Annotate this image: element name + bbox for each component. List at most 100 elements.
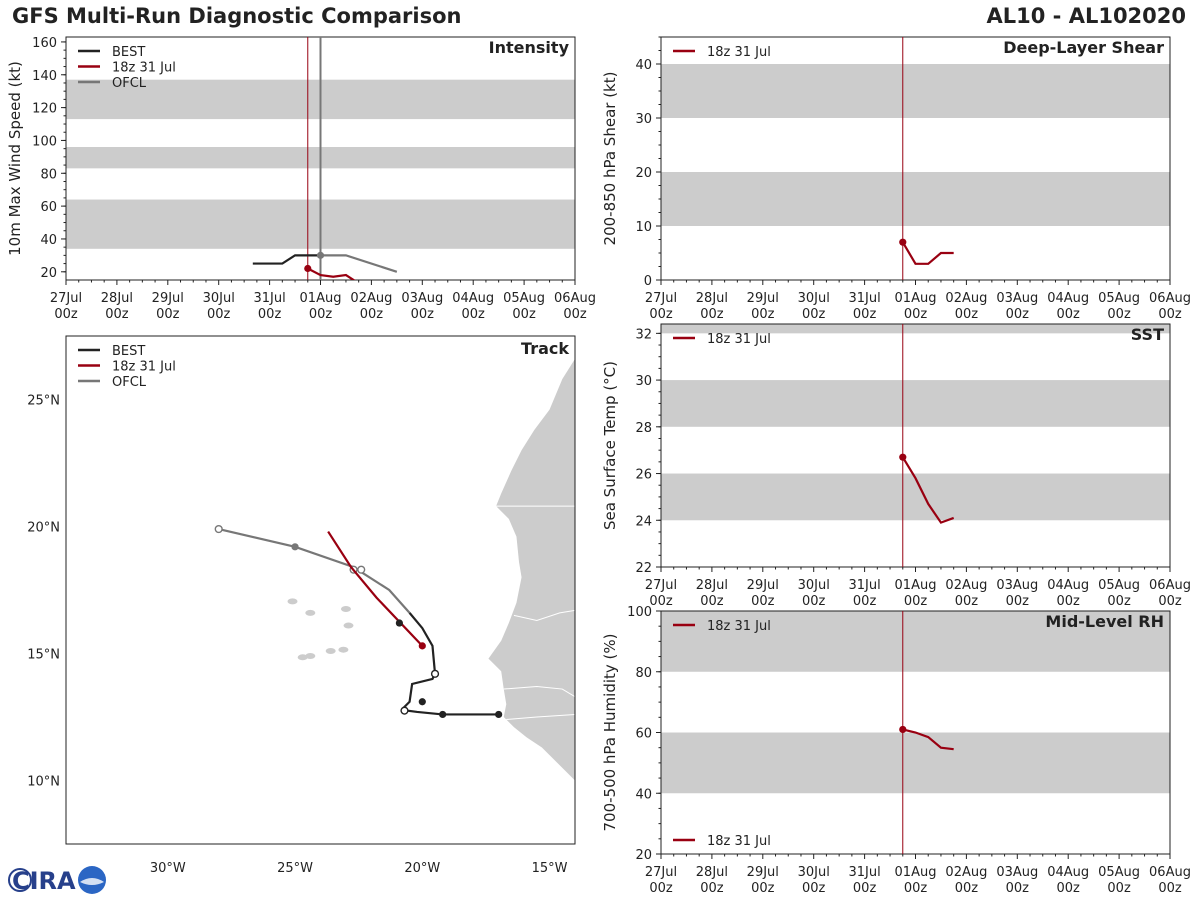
track-marker-filled [418,642,426,650]
rh-xtick-label: 04Aug [1047,865,1089,880]
intensity-xtick-sublabel: 00z [512,307,536,322]
rh-xtick-sublabel: 00z [1057,881,1081,896]
rh-ytick-label: 80 [635,666,652,681]
intensity-xtick-label: 04Aug [452,291,494,306]
shear-ytick-label: 10 [635,220,652,235]
shear-xtick-sublabel: 00z [802,307,826,322]
track-marker-open [400,706,409,715]
intensity-series-ofcl [320,254,398,273]
sst-legend-label: 18z 31 Jul [707,332,771,347]
track-marker-filled [395,619,403,627]
track-marker-filled [439,710,447,719]
track-title: Track [521,339,569,358]
rh-xtick-label: 29Jul [747,865,779,880]
shear-ylabel: 200-850 hPa Shear (kt) [601,72,619,246]
rh-ytick-label: 40 [635,787,652,802]
intensity-legend-label: OFCL [112,76,147,91]
rh-panel: 2040608010027Jul00z28Jul00z29Jul00z30Jul… [601,605,1191,896]
shear-ytick-label: 20 [635,166,652,181]
sst-xtick-sublabel: 00z [802,594,826,609]
track-ytick-label: 10°N [27,775,60,790]
intensity-series-18z-31-jul [307,267,356,280]
shear-panel: 01020304027Jul00z28Jul00z29Jul00z30Jul00… [601,36,1191,322]
track-island [325,647,336,654]
sst-xtick-label: 29Jul [747,578,779,593]
intensity-xtick-sublabel: 00z [105,307,129,322]
rh-series-18z-31-jul [902,728,954,751]
track-series-ofcl [218,527,411,614]
track-ytick-label: 15°N [27,648,60,663]
rh-xtick-label: 03Aug [996,865,1038,880]
rh-point-18z-31-jul [899,725,907,734]
sst-ytick-label: 22 [635,561,652,576]
rh-legend-label-bottom: 18z 31 Jul [707,834,771,849]
track-island [343,622,354,629]
intensity-panel: 2040608010012014016027Jul00z28Jul00z29Ju… [6,36,596,322]
intensity-point-ofcl [316,251,325,259]
track-border [503,686,575,698]
shear-xtick-label: 29Jul [747,291,779,306]
sst-band-1 [661,380,1170,427]
sst-xtick-sublabel: 00z [955,594,979,609]
intensity-ytick-label: 160 [32,36,57,51]
sst-ylabel: Sea Surface Temp (°C) [601,361,619,530]
intensity-xtick-sublabel: 00z [462,307,486,322]
sst-panel: 22242628303227Jul00z28Jul00z29Jul00z30Ju… [601,323,1191,609]
sst-ytick-label: 30 [635,374,652,389]
rh-xtick-sublabel: 00z [853,881,877,896]
intensity-xtick-sublabel: 00z [54,307,78,322]
track-series-best [403,612,499,716]
sst-ytick-label: 28 [635,421,652,436]
intensity-xtick-sublabel: 00z [309,307,333,322]
track-island [340,606,351,613]
track-legend-label: BEST [112,344,145,359]
shear-xtick-sublabel: 00z [700,307,724,322]
shear-xtick-sublabel: 00z [1006,307,1030,322]
sst-point-18z-31-jul [899,453,907,461]
track-marker-filled [291,543,299,551]
shear-series-18z-31-jul [901,241,954,265]
sst-band-0 [661,473,1170,521]
track-marker-open [357,565,366,574]
intensity-point-18z-31-jul [304,264,312,273]
shear-ytick-label: 0 [644,274,652,289]
sst-ytick-label: 32 [635,327,652,342]
sst-xtick-label: 30Jul [798,578,830,593]
intensity-xtick-sublabel: 00z [360,307,384,322]
sst-xtick-sublabel: 00z [1158,594,1182,609]
intensity-ytick-label: 60 [40,200,57,215]
shear-xtick-sublabel: 00z [904,307,928,322]
shear-xtick-label: 30Jul [798,291,830,306]
rh-title: Mid-Level RH [1045,612,1164,631]
shear-band-0 [661,172,1170,226]
track-island [305,609,316,616]
intensity-ytick-label: 140 [32,69,57,84]
logo-wave-icon [80,878,104,885]
logo-text: CIRA [12,867,76,895]
track-island [338,646,349,653]
intensity-ytick-label: 20 [40,266,57,281]
rh-xtick-label: 06Aug [1149,865,1191,880]
sst-xtick-sublabel: 00z [751,594,775,609]
storm-id: AL10 - AL102020 [986,4,1187,28]
rh-band-1 [661,611,1170,672]
rh-xtick-sublabel: 00z [649,881,673,896]
intensity-xtick-label: 29Jul [152,291,184,306]
rh-ylabel: 700-500 hPa Humidity (%) [601,633,619,831]
rh-xtick-sublabel: 00z [751,881,775,896]
shear-band-1 [661,64,1170,118]
rh-band-0 [661,732,1170,794]
rh-xtick-sublabel: 00z [700,881,724,896]
track-legend-label: 18z 31 Jul [112,360,176,375]
rh-xtick-sublabel: 00z [802,881,826,896]
shear-xtick-sublabel: 00z [955,307,979,322]
shear-xtick-label: 03Aug [996,291,1038,306]
shear-point-18z-31-jul [899,238,907,246]
shear-xtick-sublabel: 00z [1107,307,1131,322]
track-island [287,598,298,605]
shear-ytick-label: 30 [635,112,652,127]
intensity-xtick-label: 28Jul [101,291,133,306]
sst-xtick-sublabel: 00z [1057,594,1081,609]
sst-band-2 [661,324,1170,334]
sst-xtick-sublabel: 00z [700,594,724,609]
